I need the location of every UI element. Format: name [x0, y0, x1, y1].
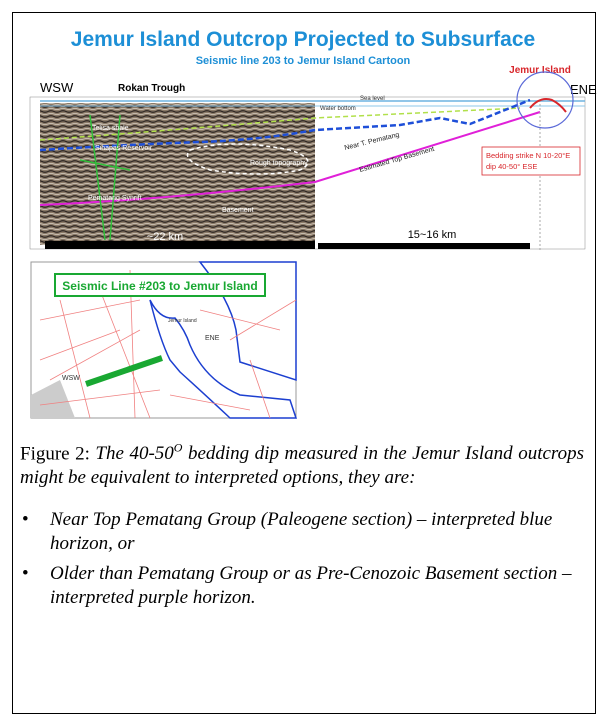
horizon-label: Pematang Synrift: [88, 195, 142, 202]
map-title: Seismic Line #203 to Jemur Island: [62, 279, 257, 293]
sea-level-label: Sea level: [360, 96, 385, 102]
caption-text-1: The 40-50: [95, 443, 173, 464]
map-island: Jemur Island: [168, 318, 197, 324]
bullet-text: Near Top Pematang Group (Paleogene secti…: [20, 508, 580, 556]
scale-label: 15~16 km: [408, 229, 457, 241]
horizon-label: Sihapas Reservoir: [95, 145, 153, 152]
ene-label: ENE: [570, 82, 597, 97]
map-ene: ENE: [205, 335, 220, 342]
bullet-item: •Older than Pematang Group or as Pre-Cen…: [20, 562, 580, 610]
caption-text: The 40-50O bedding dip measured in the J…: [20, 443, 584, 488]
horizon-label: Rough topography: [250, 160, 308, 167]
figure-title: Jemur Island Outcrop Projected to Subsur…: [71, 28, 535, 51]
figure: Jemur Island Outcrop Projected to Subsur…: [0, 0, 606, 430]
caption: Figure 2: The 40-50O bedding dip measure…: [20, 436, 584, 490]
map-wsw: WSW: [62, 375, 80, 382]
scale-bar: [318, 243, 530, 249]
island-label: Jemur Island: [509, 65, 571, 76]
water-bottom-label: Water bottom: [320, 106, 356, 112]
bedding-text: Bedding strike N 10-20°E: [486, 151, 570, 160]
bullet-item: •Near Top Pematang Group (Paleogene sect…: [20, 508, 580, 556]
caption-label: Figure 2:: [20, 443, 90, 464]
bedding-text: dip 40-50° ESE: [486, 162, 537, 171]
bullet-text: Older than Pematang Group or as Pre-Ceno…: [20, 562, 580, 610]
wsw-label: WSW: [40, 80, 74, 95]
horizon-label: Telisa shale: [92, 125, 129, 132]
basin-label: Rokan Trough: [118, 83, 185, 94]
page: Jemur Island Outcrop Projected to Subsur…: [0, 0, 606, 724]
figure-subtitle: Seismic line 203 to Jemur Island Cartoon: [196, 55, 411, 67]
horizon-label: Basement: [222, 207, 254, 214]
scale-label: ~22 km: [147, 231, 183, 243]
